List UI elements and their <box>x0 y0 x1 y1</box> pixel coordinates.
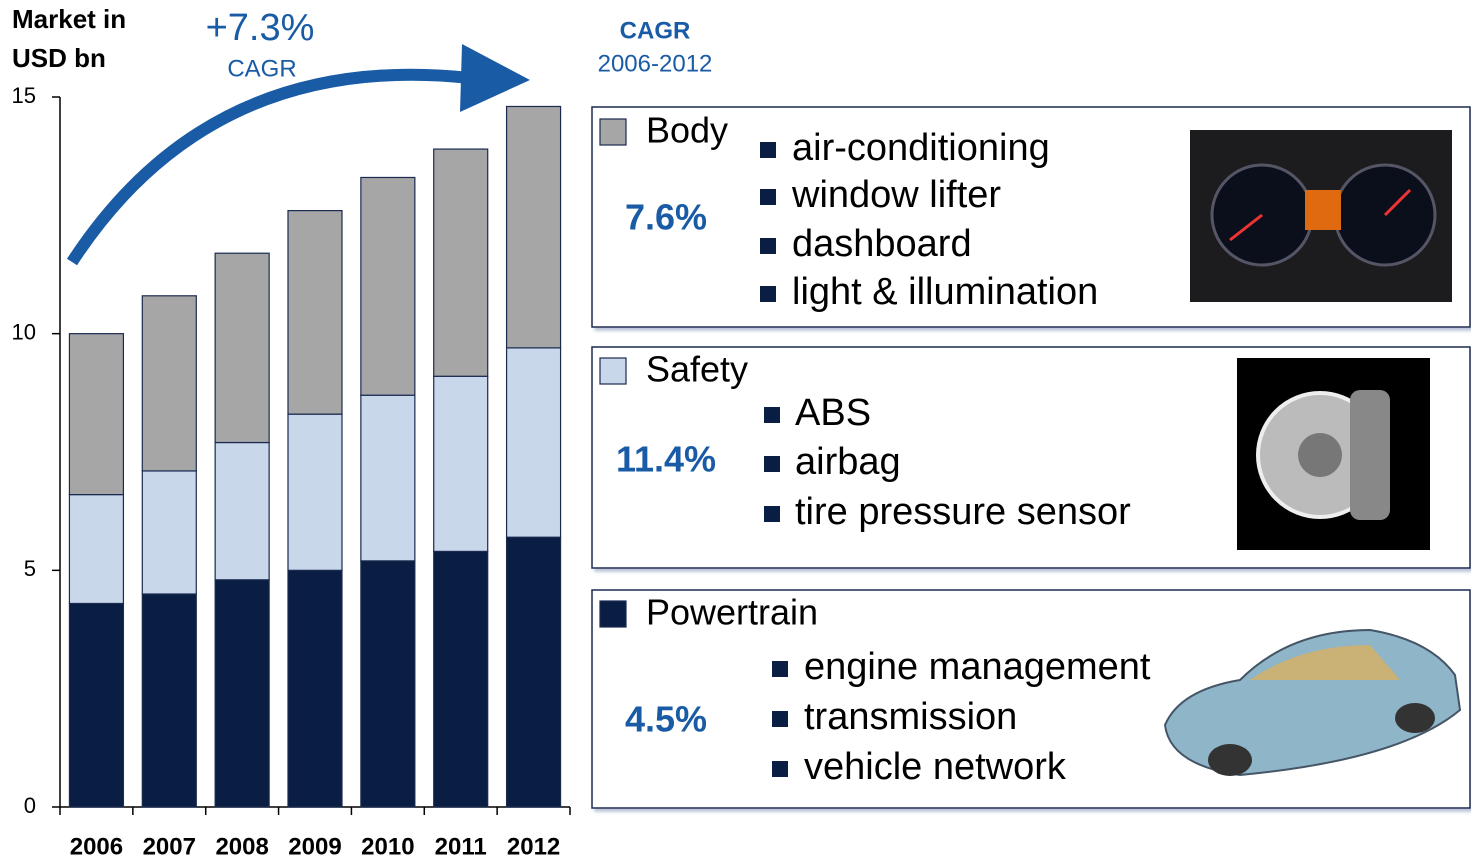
cagr-period: 2006-2012 <box>598 50 713 77</box>
bar-segment <box>68 333 125 496</box>
annotation-label: CAGR <box>227 55 296 82</box>
bar-segment <box>505 105 562 349</box>
segment-item: ABS <box>795 392 871 434</box>
bullet <box>764 456 780 472</box>
segment-cagr: 7.6% <box>625 197 707 238</box>
bullet <box>772 711 788 727</box>
segment-cagr: 11.4% <box>616 439 716 480</box>
bar-segment <box>360 560 416 808</box>
x-tick-label: 2012 <box>507 833 560 860</box>
y-tick-label: 5 <box>24 556 36 581</box>
segment-item: window lifter <box>791 174 1001 216</box>
y-tick-label: 10 <box>12 319 36 344</box>
bar-segment <box>141 295 197 472</box>
segment-item: light & illumination <box>792 271 1098 313</box>
segment-item: vehicle network <box>804 746 1067 788</box>
arrow-head <box>460 44 530 112</box>
y-axis-label: Market in <box>12 4 126 34</box>
segment-item: airbag <box>795 441 901 483</box>
bullet <box>760 286 776 302</box>
bullet <box>764 506 780 522</box>
dashboard-image <box>1190 130 1452 302</box>
y-tick-label: 15 <box>12 83 36 108</box>
bar-segment <box>433 550 489 808</box>
bar-segment <box>505 536 562 808</box>
bar-segment <box>433 375 489 552</box>
segment-item: dashboard <box>792 223 972 265</box>
x-tick-label: 2010 <box>361 833 414 860</box>
bullet <box>760 238 776 254</box>
segment-item: tire pressure sensor <box>795 491 1131 533</box>
y-axis-label: USD bn <box>12 43 106 73</box>
x-tick-label: 2008 <box>215 833 268 860</box>
legend-label: Body <box>646 110 728 151</box>
legend-swatch <box>599 118 627 146</box>
x-tick-label: 2011 <box>435 833 487 860</box>
cagr-header: CAGR <box>620 17 691 44</box>
bullet <box>760 189 776 205</box>
bullet <box>760 142 776 158</box>
legend-swatch <box>599 357 627 385</box>
bar-segment <box>287 569 343 808</box>
brake-image <box>1237 358 1430 550</box>
bar-segment <box>287 413 343 571</box>
bar-segment <box>214 252 270 444</box>
bar-segment <box>214 441 270 581</box>
x-tick-label: 2007 <box>143 833 196 860</box>
legend-label: Safety <box>646 349 748 390</box>
bar-segment <box>141 593 197 808</box>
panels <box>591 106 1471 809</box>
bar-segment <box>360 176 416 396</box>
bar-segment <box>68 602 125 808</box>
legend-swatch <box>599 600 627 628</box>
y-tick-label: 0 <box>24 793 36 818</box>
bar-segment <box>214 579 270 808</box>
bar-segment <box>141 470 197 595</box>
bar-segment <box>68 494 125 605</box>
bar-segment <box>433 148 489 377</box>
bullet <box>772 761 788 777</box>
segment-cagr: 4.5% <box>625 699 707 740</box>
x-tick-label: 2009 <box>288 833 341 860</box>
x-tick-label: 2006 <box>70 833 123 860</box>
car-image <box>1163 628 1462 777</box>
legend-label: Powertrain <box>646 592 818 633</box>
segment-item: engine management <box>804 646 1151 688</box>
bullet <box>764 407 780 423</box>
bar-segment <box>360 394 416 562</box>
annotation-value: +7.3% <box>206 7 315 49</box>
segment-item: air-conditioning <box>792 127 1050 169</box>
segment-item: transmission <box>804 696 1017 738</box>
bar-segment <box>505 347 562 538</box>
growth-arrow <box>66 68 471 266</box>
bullet <box>772 661 788 677</box>
bar-segment <box>287 210 343 415</box>
